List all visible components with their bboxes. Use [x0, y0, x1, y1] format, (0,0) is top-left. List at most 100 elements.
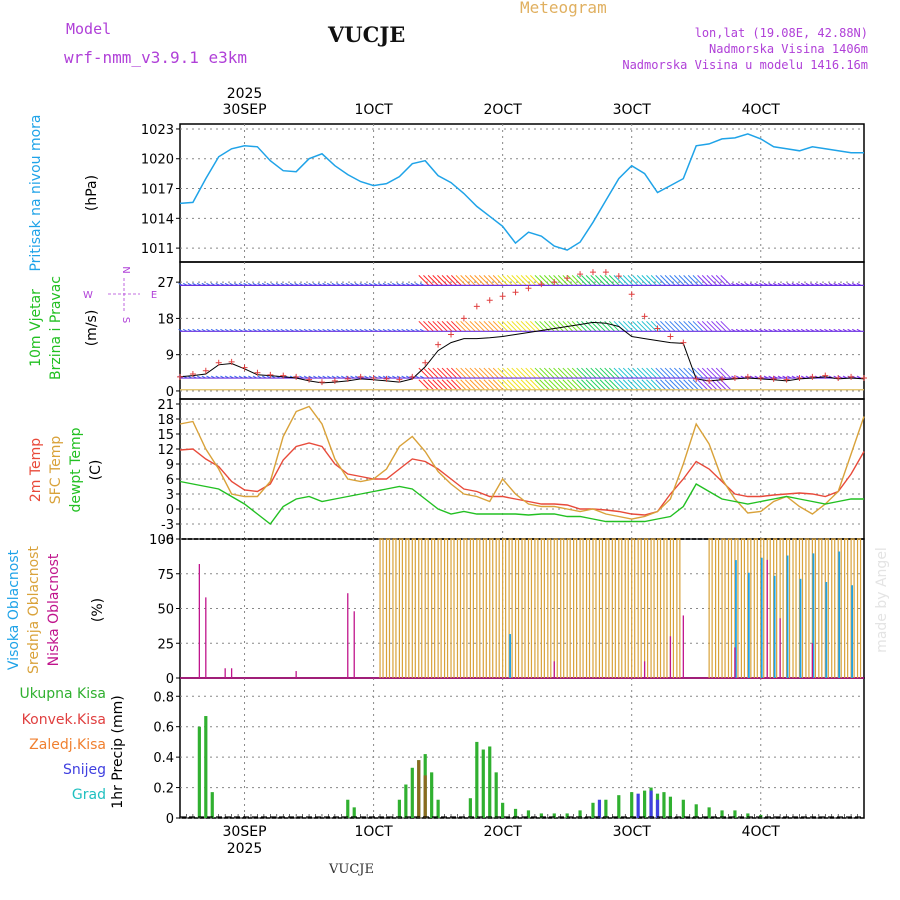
wind-barb — [441, 275, 453, 286]
wind-gust-marker — [731, 375, 738, 382]
wind-barb — [432, 320, 444, 332]
wind-barb — [576, 275, 588, 286]
wind-barb — [618, 320, 629, 332]
cloud-title: Visoka Oblacnost — [6, 549, 22, 670]
mid-cloud-bar — [392, 538, 397, 678]
wind-barb — [576, 379, 588, 391]
wind-barb — [469, 367, 481, 379]
mid-cloud-bar — [547, 538, 552, 678]
total-precip-bar — [488, 746, 492, 818]
wind-barb — [655, 379, 667, 391]
total-precip-bar — [707, 807, 711, 818]
wind-barb — [488, 379, 499, 391]
wind-barb — [650, 367, 662, 379]
model-label: Model — [66, 20, 112, 38]
wind-barb — [427, 367, 439, 379]
mid-cloud-bar — [811, 538, 816, 678]
wind-barb — [520, 367, 532, 379]
wind-barb — [506, 379, 518, 391]
wind-barb — [595, 367, 606, 379]
wind-gust-marker — [254, 369, 261, 376]
wind-barb — [460, 367, 471, 379]
mid-cloud-bar — [527, 538, 533, 678]
wind-barb — [673, 367, 685, 379]
wind-barb — [590, 367, 602, 379]
wind-barb — [576, 367, 588, 379]
wind-barb — [646, 275, 657, 286]
wind-barb — [502, 367, 513, 379]
wind-gust-marker — [744, 373, 751, 380]
precip-unit: 1hr Precip (mm) — [110, 695, 126, 808]
wind-barb — [474, 320, 485, 332]
wind-barb — [664, 320, 676, 332]
compass-s: S — [120, 317, 131, 323]
top-date-label: 1OCT — [354, 102, 393, 118]
wind-barb — [655, 320, 667, 332]
mid-cloud-bar — [618, 538, 623, 678]
total-precip-bar — [539, 813, 543, 818]
convective-precip-bar — [423, 775, 427, 818]
total-precip-bar — [410, 767, 414, 818]
wind-barb — [571, 275, 583, 286]
mid-cloud-bar — [669, 538, 675, 678]
wind-barb — [692, 320, 704, 332]
bottom-date-label: 1OCT — [354, 824, 393, 840]
precip-legend-2: Zaledj.Kisa — [29, 737, 106, 753]
wind-barb — [581, 367, 592, 379]
wind-barb — [687, 379, 699, 391]
wind-barb — [474, 379, 485, 391]
wind-barb — [660, 367, 671, 379]
y-tick-label: 0 — [166, 503, 174, 518]
wind-barb — [529, 367, 541, 379]
compass-n: N — [120, 266, 131, 273]
wind-barb — [529, 379, 541, 391]
wind-barb — [632, 367, 643, 379]
mid-cloud-bar — [611, 538, 616, 678]
wind-gust-marker — [641, 313, 648, 320]
wind-barb — [567, 367, 578, 379]
wind-barb — [720, 367, 732, 379]
wind-barb — [423, 367, 434, 379]
wind-barb — [669, 367, 681, 379]
altitude-label: Nadmorska Visina 1406m — [709, 42, 868, 56]
wind-barb — [590, 275, 602, 286]
mid-cloud-bar — [385, 538, 391, 678]
mid-cloud-bar — [792, 538, 797, 678]
y-tick-label: 18 — [157, 312, 174, 327]
total-precip-bar — [204, 716, 208, 818]
wind-barb — [437, 367, 448, 379]
wind-barb — [664, 379, 676, 391]
wind-barb — [418, 275, 430, 286]
y-tick-label: 0 — [166, 812, 174, 827]
total-precip-bar — [604, 799, 608, 818]
wind-barb — [673, 275, 685, 286]
mid-cloud-bar — [437, 538, 442, 678]
mid-cloud-bar — [514, 538, 520, 678]
wind-barb — [646, 367, 657, 379]
wind-barb — [483, 367, 495, 379]
wind-barb — [715, 275, 727, 286]
wind-barb — [613, 367, 625, 379]
y-tick-label: -3 — [161, 518, 174, 533]
wind-barb — [441, 367, 453, 379]
total-precip-bar — [681, 799, 685, 818]
y-tick-label: 0 — [166, 385, 174, 400]
wind-barb — [585, 379, 597, 391]
wind-barb — [469, 379, 481, 391]
wind-barb — [511, 379, 523, 391]
wind-barb — [618, 367, 629, 379]
wind-barb — [455, 379, 467, 391]
total-precip-bar — [733, 810, 737, 818]
footer-station: VUCJE — [329, 862, 374, 877]
wind-barb — [483, 379, 495, 391]
wind-gust-marker — [215, 359, 222, 366]
y-tick-label: 3 — [166, 488, 174, 503]
wind-barb — [543, 367, 555, 379]
lonlat-label: lon,lat (19.08E, 42.88N) — [694, 26, 868, 40]
mid-cloud-bar — [824, 538, 829, 678]
wind-barb — [650, 275, 662, 286]
wind-barb — [655, 275, 667, 286]
wind-barb — [622, 379, 634, 391]
wind-barb — [525, 275, 537, 286]
total-precip-bar — [481, 749, 485, 818]
